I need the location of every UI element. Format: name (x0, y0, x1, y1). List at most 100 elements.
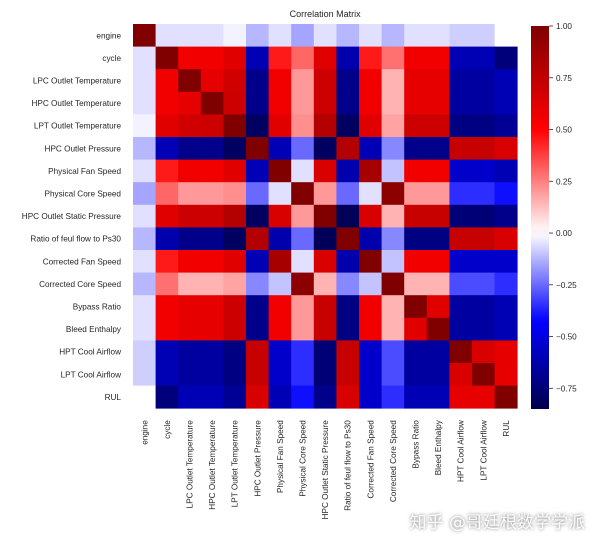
heatmap-cell (494, 182, 518, 206)
heatmap-cell (268, 340, 292, 364)
heatmap-cell (449, 227, 473, 251)
heatmap-cell (494, 46, 518, 70)
y-tick-labels: engine cycle LPC Outlet Temperature HPC Out… (22, 31, 122, 402)
heatmap-cell (133, 385, 156, 409)
heatmap-cell (381, 24, 405, 47)
heatmap-cell (200, 69, 224, 93)
heatmap-cell (472, 182, 495, 206)
heatmap-cell (381, 250, 405, 273)
heatmap-cell (291, 272, 315, 296)
heatmap-cell (291, 385, 315, 409)
heatmap-cell (359, 137, 382, 160)
heatmap-cell (291, 204, 315, 228)
heatmap-cell (223, 272, 247, 296)
heatmap-cell (223, 363, 247, 386)
heatmap-cell (472, 159, 495, 183)
heatmap-cell (268, 159, 292, 183)
heatmap-cell (313, 24, 337, 47)
heatmap-cell (133, 69, 156, 93)
heatmap-cell (223, 69, 247, 93)
heatmap-cell (155, 250, 179, 273)
heatmap-cell (246, 363, 269, 386)
heatmap-cell (291, 227, 315, 251)
heatmap-cell (155, 137, 179, 160)
heatmap-cell (359, 227, 382, 251)
heatmap-cell (359, 250, 382, 273)
heatmap-cell (200, 114, 224, 138)
heatmap-cell (336, 272, 360, 296)
heatmap-cell (404, 250, 428, 273)
x-tick-label: Corrected Core Speed (389, 420, 398, 502)
heatmap-cell (268, 182, 292, 206)
heatmap-cell (200, 272, 224, 296)
x-tick-label: HPT Cool Airflow (457, 420, 466, 482)
heatmap-cell (246, 204, 269, 228)
heatmap-cell (359, 69, 382, 93)
heatmap-cell (426, 137, 450, 160)
y-tick-label: RUL (105, 393, 122, 402)
heatmap-cell (313, 317, 337, 341)
heatmap-cell (472, 69, 495, 93)
heatmap-cell (268, 69, 292, 93)
heatmap-cell (336, 385, 360, 409)
heatmap-cell (381, 182, 405, 206)
y-tick-label: Corrected Fan Speed (43, 257, 122, 266)
heatmap-cell (291, 24, 315, 47)
heatmap-cell (449, 317, 473, 341)
heatmap-cell (449, 69, 473, 93)
heatmap-cell (313, 363, 337, 386)
heatmap-cell (426, 204, 450, 228)
colorbar-tick-label: 0.75 (556, 74, 572, 83)
heatmap-cell (155, 159, 179, 183)
heatmap-cell (133, 204, 156, 228)
heatmap-cell (200, 137, 224, 160)
heatmap-cell (155, 204, 179, 228)
heatmap-cell (133, 159, 156, 183)
heatmap-cell (291, 91, 315, 115)
heatmap-cell (449, 204, 473, 228)
heatmap-cell (223, 137, 247, 160)
chart-title: Correlation Matrix (290, 9, 362, 19)
heatmap-cell (155, 317, 179, 341)
heatmap-cell (178, 295, 202, 319)
heatmap-cell (336, 317, 360, 341)
heatmap-cell (155, 272, 179, 296)
heatmap-cell (472, 272, 495, 296)
heatmap-cell (336, 46, 360, 70)
heatmap-cell (133, 363, 156, 386)
colorbar-tick-label: 0.00 (556, 229, 572, 238)
heatmap-cell (246, 114, 269, 138)
heatmap-cell (449, 24, 473, 47)
heatmap-cell (313, 114, 337, 138)
heatmap-cell (472, 46, 495, 70)
heatmap-cell (359, 340, 382, 364)
heatmap-cell (336, 182, 360, 206)
heatmap-cell (381, 363, 405, 386)
heatmap-cell (359, 46, 382, 70)
heatmap-cell (359, 182, 382, 206)
heatmap-cell (404, 137, 428, 160)
heatmap-cell (494, 340, 518, 364)
heatmap-cell (426, 272, 450, 296)
heatmap-cell (336, 69, 360, 93)
heatmap-cell (449, 182, 473, 206)
heatmap-cell (178, 227, 202, 251)
heatmap-cell (449, 295, 473, 319)
heatmap-cell (381, 137, 405, 160)
heatmap-cell (178, 91, 202, 115)
heatmap-cell (200, 227, 224, 251)
heatmap-cell (313, 204, 337, 228)
heatmap-cell (359, 24, 382, 47)
heatmap-cell (133, 272, 156, 296)
heatmap-cell (223, 227, 247, 251)
heatmap-cell (155, 340, 179, 364)
heatmap-cell (359, 385, 382, 409)
heatmap-cell (178, 204, 202, 228)
heatmap-cells (133, 24, 518, 409)
heatmap-cell (426, 385, 450, 409)
heatmap-cell (494, 385, 518, 409)
x-tick-label: Bypass Ratio (412, 420, 421, 469)
x-tick-label: LPT Cool Airflow (479, 420, 488, 480)
heatmap-cell (178, 182, 202, 206)
heatmap-cell (336, 114, 360, 138)
